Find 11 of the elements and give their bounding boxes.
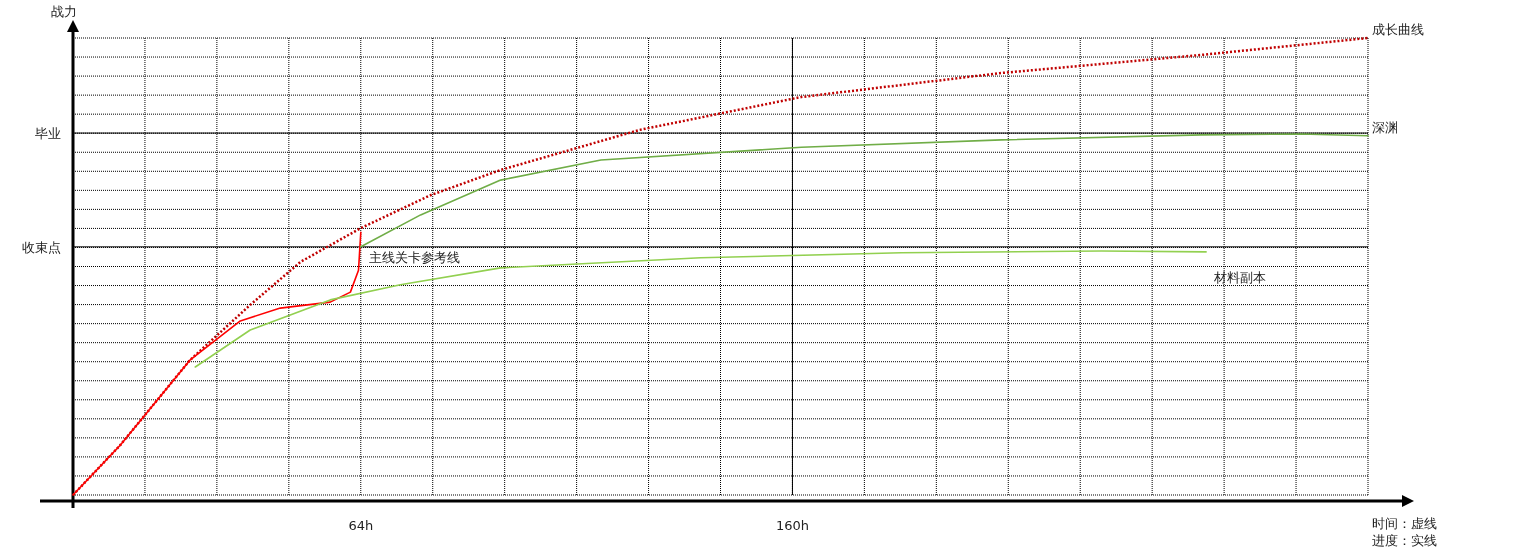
x-tick-label: 64h	[348, 518, 374, 533]
text: 进度：实线	[1372, 533, 1437, 548]
y-axis-title: 战力	[51, 4, 77, 19]
x-tick-label: 160h	[775, 518, 809, 533]
ref-line-label: 收束点	[22, 239, 61, 255]
series-label: 主线关卡参考线	[368, 250, 460, 266]
series-label: 材料副本	[1213, 269, 1267, 285]
series-label: 深渊	[1372, 119, 1398, 135]
text: 时间：虚线	[1372, 516, 1437, 531]
series-label: 成长曲线	[1372, 22, 1424, 37]
ref-line-label: 毕业	[35, 126, 61, 142]
